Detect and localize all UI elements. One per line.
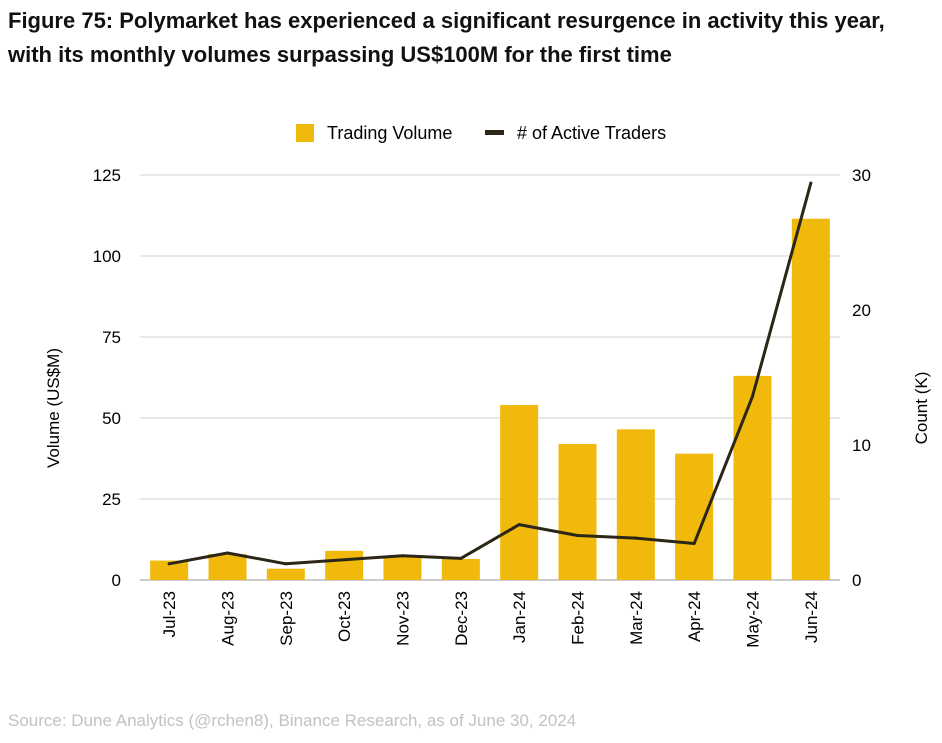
legend-swatch-active-traders (485, 130, 504, 135)
right-tick-label: 30 (852, 166, 871, 185)
bar-trading-volume-jun-24 (791, 218, 830, 581)
point-active-traders-jan-24 (517, 523, 521, 527)
bar-trading-volume-dec-23 (441, 558, 480, 580)
left-axis-label: Volume (US$M) (44, 348, 63, 468)
legend-label-active-traders: # of Active Traders (517, 123, 666, 143)
right-axis-ticks: 0 10 20 30 (852, 166, 871, 590)
right-tick-label: 0 (852, 571, 861, 590)
x-tick-label: Aug-23 (219, 591, 238, 646)
gridlines (140, 174, 840, 581)
point-active-traders-feb-24 (576, 533, 579, 537)
bar-trading-volume-apr-24 (675, 453, 714, 580)
x-tick-label: Mar-24 (627, 591, 646, 645)
point-active-traders-mar-24 (634, 536, 638, 540)
bar-trading-volume-sep-23 (266, 568, 305, 580)
right-tick-label: 20 (852, 301, 871, 320)
left-tick-label: 0 (112, 571, 121, 590)
line-active-traders (167, 181, 813, 566)
point-active-traders-sep-23 (284, 562, 288, 566)
point-active-traders-apr-24 (692, 542, 696, 546)
x-tick-label: Jun-24 (802, 591, 821, 643)
chart-title: Figure 75: Polymarket has experienced a … (8, 4, 934, 72)
chart-title-line-1: Figure 75: Polymarket has experienced a … (8, 8, 885, 33)
x-tick-label: Oct-23 (335, 591, 354, 642)
chart-title-line-2: with its monthly volumes surpassing US$1… (8, 42, 672, 67)
x-tick-label: Apr-24 (685, 591, 704, 642)
x-tick-label: Sep-23 (277, 591, 296, 646)
bar-trading-volume-oct-23 (325, 550, 364, 580)
right-tick-label: 10 (852, 436, 871, 455)
legend-swatch-trading-volume (296, 124, 314, 142)
legend: Trading Volume # of Active Traders (296, 123, 666, 143)
x-axis-ticks: Jul-23 Aug-23 Sep-23 Oct-23 Nov-23 Dec-23 Jan-… (160, 591, 821, 648)
x-tick-label: Dec-23 (452, 591, 471, 646)
point-active-traders-aug-23 (226, 551, 229, 555)
left-tick-label: 50 (102, 409, 121, 428)
bar-trading-volume-aug-23 (208, 554, 247, 580)
right-axis-label: Count (K) (912, 372, 931, 445)
point-active-traders-oct-23 (342, 558, 346, 562)
left-tick-label: 75 (102, 328, 121, 347)
bars (150, 218, 830, 581)
point-active-traders-dec-23 (459, 556, 463, 560)
x-tick-label: Nov-23 (394, 591, 413, 646)
left-tick-label: 125 (93, 166, 121, 185)
x-tick-label: Jul-23 (160, 591, 179, 637)
x-tick-label: Feb-24 (569, 591, 588, 645)
bar-trading-volume-feb-24 (558, 443, 597, 580)
trader-line-layer (167, 181, 813, 566)
legend-label-trading-volume: Trading Volume (327, 123, 452, 143)
x-tick-label: May-24 (744, 591, 763, 648)
point-active-traders-jul-23 (167, 562, 171, 566)
bar-trading-volume-jan-24 (500, 405, 539, 580)
x-tick-label: Jan-24 (510, 591, 529, 643)
source-note: Source: Dune Analytics (@rchen8), Binanc… (8, 711, 577, 730)
left-axis-ticks: 0 25 50 75 100 125 (93, 166, 121, 590)
bar-trading-volume-mar-24 (616, 429, 655, 580)
bar-trading-volume-jul-23 (150, 560, 189, 580)
point-active-traders-jun-24 (809, 181, 813, 185)
bar-trading-volume-may-24 (733, 375, 772, 580)
point-active-traders-may-24 (751, 394, 754, 398)
point-active-traders-nov-23 (401, 554, 404, 558)
left-tick-label: 100 (93, 247, 121, 266)
left-tick-label: 25 (102, 490, 121, 509)
bar-trading-volume-nov-23 (383, 555, 422, 580)
